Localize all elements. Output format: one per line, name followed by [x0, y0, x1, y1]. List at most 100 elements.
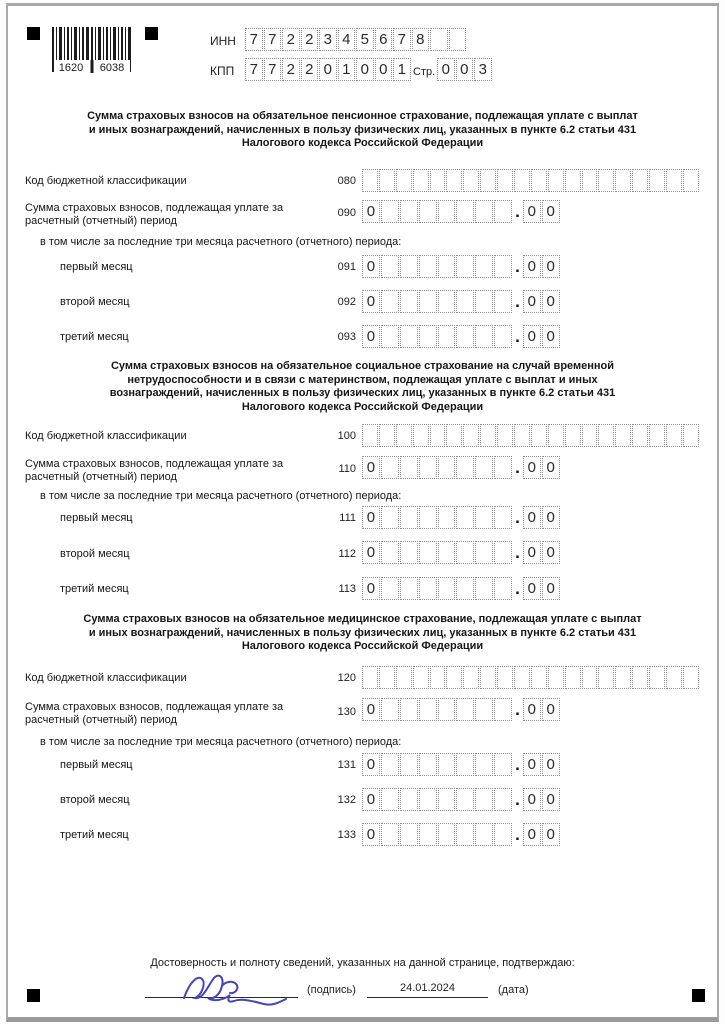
form-cell: [380, 753, 399, 776]
registration-square-bottom-right: [692, 989, 705, 1002]
form-cell: 0: [362, 506, 380, 529]
form-cell: [378, 424, 395, 447]
form-cell: [378, 666, 395, 689]
form-cell: 0: [362, 541, 380, 564]
form-cell: [514, 666, 530, 689]
form-cell: [497, 666, 514, 689]
form-cell: [437, 456, 456, 479]
form-cell: [429, 666, 446, 689]
registration-square-bottom-left: [27, 989, 40, 1002]
form-cell: [463, 424, 480, 447]
form-cell: [530, 424, 547, 447]
form-cell: [514, 424, 530, 447]
form-cell: [399, 456, 418, 479]
rubles-cells: 0: [362, 698, 513, 721]
form-cell: [494, 753, 513, 776]
form-cell: [547, 666, 564, 689]
form-cell: 0: [541, 456, 560, 479]
form-cell: 0: [522, 823, 541, 846]
field-code-092: 092: [337, 296, 356, 308]
form-cell: [480, 666, 497, 689]
decimal-dot: .: [515, 543, 520, 562]
field-code-090: 090: [337, 207, 356, 219]
form-cell: 0: [541, 753, 560, 776]
rubles-cells: 0: [362, 753, 513, 776]
month2-label: второй месяц: [60, 296, 130, 308]
form-cell: 0: [522, 698, 541, 721]
form-cell: 0: [541, 541, 560, 564]
form-cell: 3: [319, 28, 337, 51]
form-cell: [456, 290, 475, 313]
field-code-132: 132: [337, 794, 356, 806]
form-cell: 0: [522, 255, 541, 278]
form-cell: [437, 788, 456, 811]
form-cell: [581, 666, 598, 689]
form-cell: [362, 424, 378, 447]
form-cell: 0: [522, 456, 541, 479]
form-cell: [494, 325, 513, 348]
decimal-dot: .: [515, 755, 520, 774]
form-cell: [399, 698, 418, 721]
form-cell: [598, 169, 615, 192]
barcode-digits-left: 1620: [59, 62, 83, 74]
kbk-label: Код бюджетной классификации: [25, 430, 187, 442]
form-cell: [632, 169, 649, 192]
including-label: в том числе за последние три месяца расч…: [40, 736, 402, 748]
field-code-133: 133: [337, 829, 356, 841]
form-cell: [429, 169, 446, 192]
form-cell: 5: [356, 28, 374, 51]
form-cell: [494, 698, 513, 721]
form-cell: [395, 666, 412, 689]
total-label: Сумма страховых взносов, подлежащая упла…: [25, 458, 284, 483]
form-cell: [564, 424, 581, 447]
form-cell: [649, 169, 666, 192]
form-cell: 2: [300, 28, 318, 51]
form-cell: 0: [362, 753, 380, 776]
form-cell: [494, 541, 513, 564]
form-cell: [395, 169, 412, 192]
rubles-cells: 0: [362, 255, 513, 278]
form-cell: [380, 577, 399, 600]
form-cell: [412, 424, 429, 447]
form-cell: 0: [541, 577, 560, 600]
rubles-cells: 0: [362, 200, 513, 223]
form-cell: [547, 169, 564, 192]
form-cell: [418, 577, 437, 600]
form-cell: [475, 200, 494, 223]
form-cell: [418, 753, 437, 776]
form-cell: [494, 290, 513, 313]
form-cell: [615, 666, 632, 689]
form-cell: 0: [362, 456, 380, 479]
form-cell: [497, 424, 514, 447]
month1-label: первый месяц: [60, 512, 133, 524]
page-number-label: Стр.: [413, 66, 436, 78]
form-cell: [380, 200, 399, 223]
form-cell: [399, 200, 418, 223]
form-cell: 7: [393, 28, 411, 51]
form-cell: [456, 325, 475, 348]
form-cell: [380, 823, 399, 846]
month1-label: первый месяц: [60, 759, 133, 771]
kbk-label: Код бюджетной классификации: [25, 175, 187, 187]
form-cell: [418, 823, 437, 846]
form-cell: [564, 666, 581, 689]
form-cell: [475, 788, 494, 811]
form-cell: [418, 788, 437, 811]
form-cell: 0: [362, 200, 380, 223]
form-cell: 0: [362, 698, 380, 721]
total-label: Сумма страховых взносов, подлежащая упла…: [25, 202, 284, 227]
field-code-112: 112: [338, 548, 356, 560]
month1-label: первый месяц: [60, 261, 133, 273]
rubles-cells: 0: [362, 577, 513, 600]
including-label: в том числе за последние три месяца расч…: [40, 236, 402, 248]
barcode-digits-right: 6038: [100, 62, 124, 74]
form-cell: [437, 200, 456, 223]
